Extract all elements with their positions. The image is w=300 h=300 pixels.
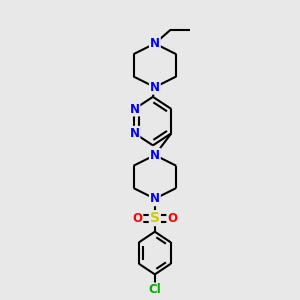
Text: N: N: [150, 148, 160, 162]
Text: O: O: [167, 212, 177, 225]
Text: S: S: [150, 211, 160, 225]
Text: N: N: [150, 192, 160, 205]
Text: N: N: [129, 127, 140, 140]
Text: N: N: [150, 81, 160, 94]
Text: N: N: [129, 103, 140, 116]
Text: Cl: Cl: [148, 284, 161, 296]
Text: N: N: [150, 37, 160, 50]
Text: O: O: [132, 212, 142, 225]
